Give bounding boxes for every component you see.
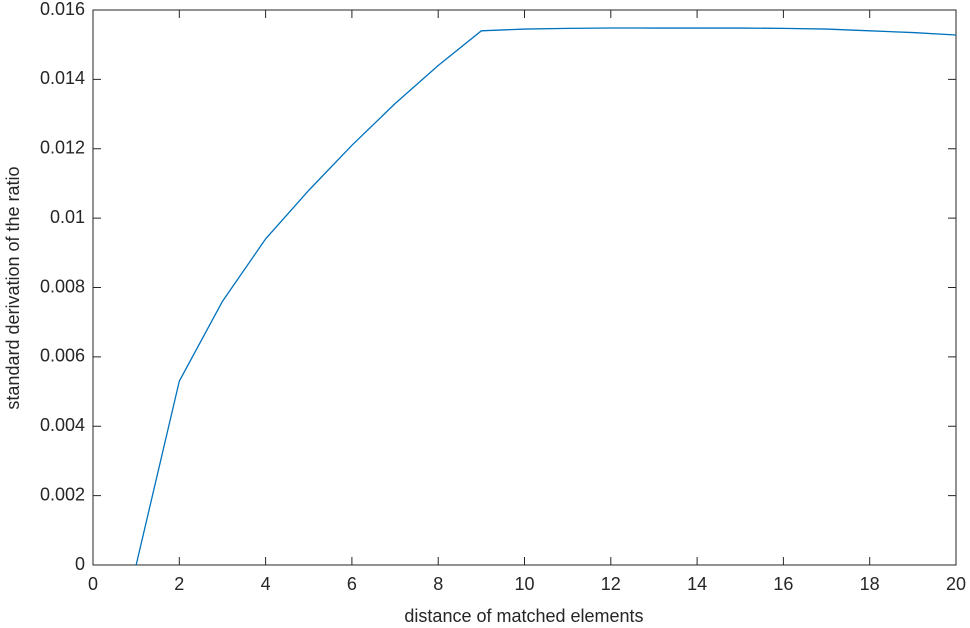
y-axis-label: standard derivation of the ratio <box>3 166 23 409</box>
y-tick-label: 0.006 <box>40 346 85 366</box>
x-tick-label: 20 <box>946 574 966 594</box>
x-tick-label: 18 <box>860 574 880 594</box>
y-tick-label: 0.004 <box>40 415 85 435</box>
x-tick-label: 10 <box>514 574 534 594</box>
x-tick-label: 8 <box>433 574 443 594</box>
y-tick-label: 0.016 <box>40 0 85 19</box>
y-tick-label: 0 <box>75 554 85 574</box>
y-tick-label: 0.01 <box>50 207 85 227</box>
y-tick-label: 0.002 <box>40 484 85 504</box>
x-tick-label: 14 <box>687 574 707 594</box>
y-tick-label: 0.014 <box>40 68 85 88</box>
y-tick-label: 0.012 <box>40 138 85 158</box>
plot-box <box>92 9 957 566</box>
x-axis-label: distance of matched elements <box>404 606 643 626</box>
x-tick-label: 6 <box>347 574 357 594</box>
x-tick-label: 12 <box>601 574 621 594</box>
x-tick-label: 0 <box>88 574 98 594</box>
x-tick-label: 16 <box>773 574 793 594</box>
x-tick-label: 4 <box>261 574 271 594</box>
y-tick-label: 0.008 <box>40 276 85 296</box>
data-line <box>135 27 957 566</box>
x-tick-label: 2 <box>174 574 184 594</box>
